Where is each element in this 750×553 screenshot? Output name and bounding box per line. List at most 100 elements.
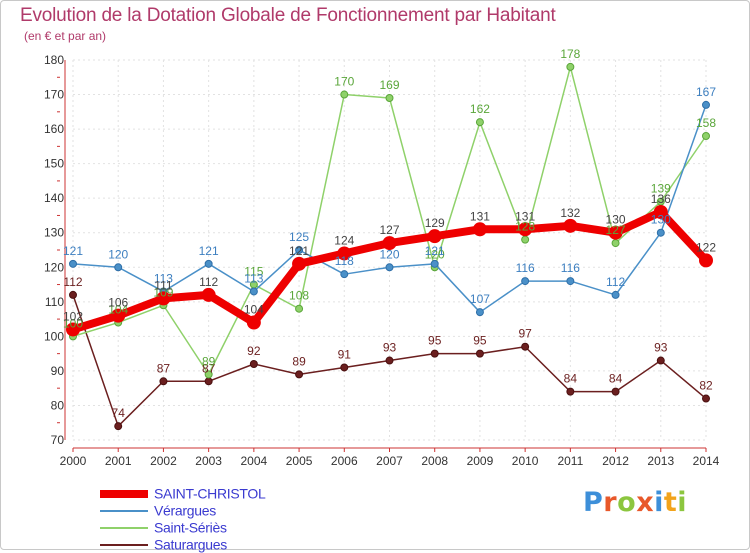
data-label-v-rargues: 107 [470,292,490,306]
data-label-saint-christol: 122 [696,240,716,254]
legend-label: Saturargues [154,536,227,553]
y-tick-label: 100 [44,329,64,343]
data-label-v-rargues: 120 [108,247,128,261]
data-point-saint-christol [111,308,126,323]
data-label-saint-s-ri-s: 115 [244,265,263,279]
data-point-saint-christol [246,315,261,330]
data-label-v-rargues: 118 [335,254,354,268]
data-point-saturargues [69,290,77,299]
data-label-saint-christol: 130 [606,213,626,227]
chart-title: Evolution de la Dotation Globale de Fonc… [20,5,556,26]
data-point-saturargues [566,387,575,396]
logo-letter: r [603,487,618,518]
y-tick-label: 120 [44,260,64,274]
data-label-saturargues: 95 [428,334,442,348]
data-label-saint-christol: 132 [560,206,580,220]
data-point-saint-christol [608,225,623,240]
x-tick-label: 2009 [467,454,494,468]
data-label-saint-s-ri-s: 169 [379,78,399,92]
data-point-v-rargues [249,287,258,296]
logo-letter: i [654,487,664,518]
legend-item-saint-christol: SAINT-CHRISTOL [100,485,266,502]
data-point-saint-christol [337,246,352,261]
data-label-saturargues: 87 [157,361,171,375]
x-tick-label: 2001 [105,454,132,468]
data-label-saint-s-ri-s: 109 [153,285,173,299]
data-label-saint-s-ri-s: 120 [425,247,445,261]
data-label-saint-christol: 104 [244,303,264,317]
data-label-saturargues: 84 [609,372,623,386]
data-label-saint-s-ri-s: 162 [470,102,490,116]
legend-swatch [100,543,148,546]
data-point-saint-christol [66,322,80,337]
data-point-saint-s-ri-s [611,239,620,248]
data-point-v-rargues [340,270,349,279]
data-label-saint-s-ri-s: 139 [651,182,671,196]
data-label-saint-s-ri-s: 178 [560,47,580,61]
data-point-saint-christol [201,287,216,302]
data-point-saturargues [430,349,439,358]
data-label-saint-s-ri-s: 128 [515,220,535,234]
data-label-v-rargues: 113 [154,271,173,285]
data-label-saturargues: 112 [63,275,82,289]
data-label-v-rargues: 121 [199,244,219,258]
legend-item-verargues: Vérargues [100,502,265,519]
data-label-v-rargues: 121 [425,244,445,258]
data-point-v-rargues [114,263,123,272]
data-point-saturargues [702,394,710,403]
data-point-v-rargues [521,277,530,286]
data-label-saint-s-ri-s: 100 [63,316,83,330]
data-label-saint-s-ri-s: 104 [108,303,128,317]
data-point-saint-christol [518,222,533,237]
data-label-saint-christol: 111 [154,278,173,292]
x-tick-label: 2000 [60,454,87,468]
x-tick-label: 2014 [693,454,720,468]
data-label-saint-christol: 106 [108,296,128,310]
data-point-saturargues [295,370,304,379]
legend-swatch [100,509,148,512]
data-point-saint-s-ri-s [385,94,394,102]
x-tick-label: 2010 [512,454,539,468]
logo-letter: o [617,487,637,518]
data-point-saturargues [521,342,530,351]
y-tick-label: 130 [44,226,64,240]
data-label-v-rargues: 167 [696,85,716,99]
chart-subtitle: (en € et par an) [24,29,107,43]
x-tick-label: 2005 [286,454,313,468]
data-label-saint-christol: 102 [63,309,83,323]
data-point-v-rargues [611,290,620,299]
data-point-saturargues [159,377,168,386]
data-point-saint-s-ri-s [521,235,530,244]
data-point-v-rargues [204,259,213,268]
legend-item-saint-series: Saint-Sériès [100,519,265,536]
legend-label: SAINT-CHRISTOL [154,485,266,502]
data-label-saint-s-ri-s: 89 [202,354,216,368]
data-label-saint-christol: 131 [470,209,490,223]
y-tick-label: 90 [51,364,65,378]
x-tick-label: 2011 [557,454,583,468]
data-label-v-rargues: 120 [379,247,399,261]
y-tick-label: 70 [51,433,65,447]
data-label-saint-christol: 131 [515,209,535,223]
data-point-saint-christol [292,256,307,271]
x-tick-label: 2008 [421,454,448,468]
legend-label: Saint-Sériès [154,519,227,536]
data-point-saint-s-ri-s [340,90,349,99]
data-point-saint-s-ri-s [295,304,304,313]
data-label-saint-christol: 129 [425,216,445,230]
x-tick-label: 2007 [376,454,403,468]
grid-layer [72,59,707,441]
data-label-saint-s-ri-s: 108 [289,289,309,303]
data-label-v-rargues: 130 [651,213,671,227]
data-point-saturargues [204,377,213,386]
data-point-saturargues [114,422,123,431]
x-tick-label: 2002 [150,454,177,468]
axis-layer: 70 80 90 100 110 120 130 140 150 160 170 180 2000 200… [44,53,720,468]
data-label-saint-christol: 112 [199,275,218,289]
data-point-saint-s-ri-s [204,370,213,379]
legend-swatch [100,489,148,498]
data-point-v-rargues [385,263,394,272]
y-tick-label: 180 [44,53,64,67]
data-point-saturargues [249,360,258,368]
